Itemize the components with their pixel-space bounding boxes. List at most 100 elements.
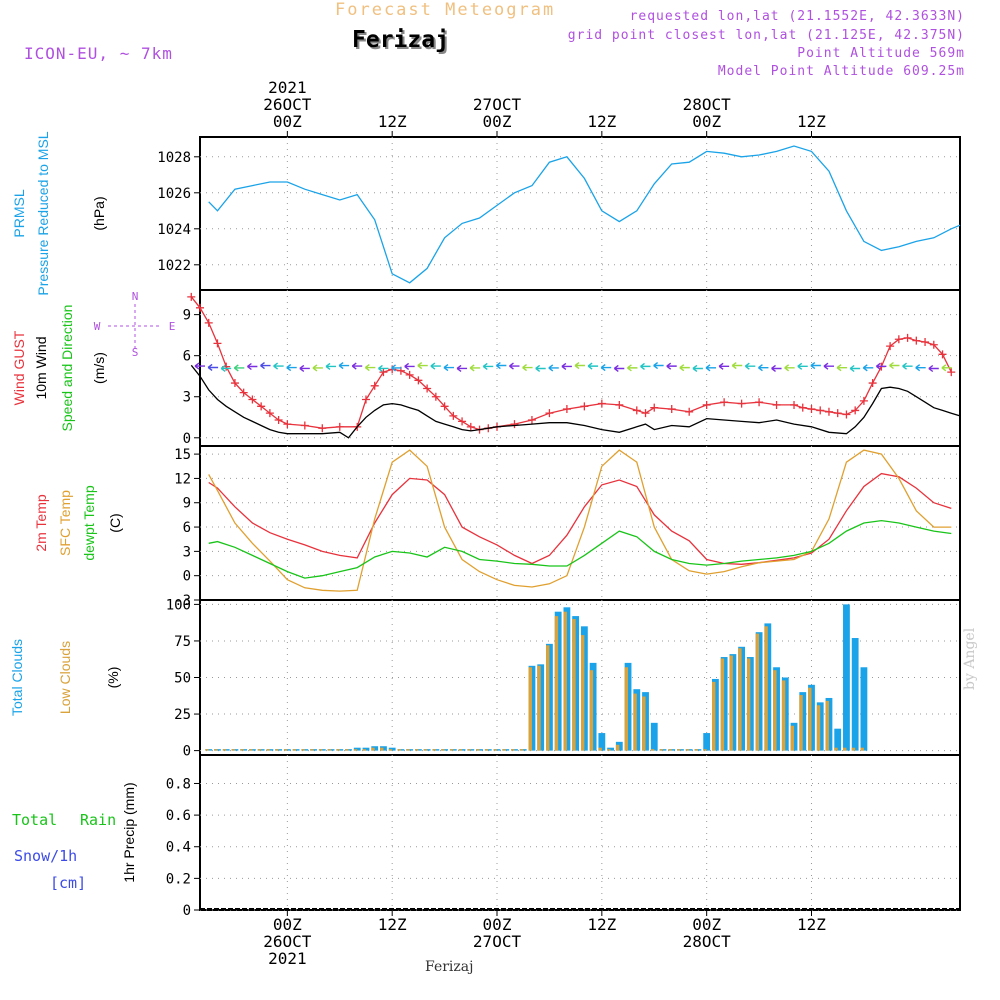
wind-direction-arrow bbox=[299, 364, 310, 373]
low-cloud-bar bbox=[414, 749, 419, 751]
total-cloud-bar bbox=[362, 747, 370, 751]
series-10m-wind bbox=[190, 364, 961, 439]
gust-point bbox=[405, 370, 414, 379]
wind-direction-arrow bbox=[810, 361, 821, 370]
low-cloud-bar bbox=[502, 749, 506, 751]
wind-direction-arrow bbox=[692, 364, 703, 373]
wind-direction-arrow bbox=[364, 363, 376, 372]
compass-s: S bbox=[132, 346, 139, 359]
wind-direction-arrow bbox=[325, 362, 337, 371]
wind-direction-arrow bbox=[653, 361, 664, 370]
time-label-top: 26OCT bbox=[263, 95, 312, 114]
time-label-top: 28OCT bbox=[683, 95, 732, 114]
low-cloud-bar bbox=[327, 749, 332, 751]
low-cloud-bar bbox=[834, 747, 838, 751]
gust-point bbox=[667, 405, 676, 414]
wind-direction-arrow bbox=[758, 364, 769, 372]
wind-direction-arrow bbox=[548, 364, 559, 372]
series-prmsl bbox=[208, 145, 961, 284]
wind-direction-arrow bbox=[784, 364, 795, 372]
gust-point bbox=[213, 339, 222, 348]
low-cloud-bar bbox=[257, 749, 262, 751]
gust-point bbox=[318, 424, 327, 433]
low-cloud-bar bbox=[283, 749, 288, 751]
low-cloud-bar bbox=[773, 670, 777, 751]
model-altitude: Model Point Altitude 609.25m bbox=[717, 64, 965, 79]
wind-direction-arrow bbox=[535, 364, 546, 373]
wind-direction-arrow bbox=[915, 364, 926, 372]
time-label-bottom: 00Z bbox=[483, 915, 512, 934]
gust-point bbox=[938, 350, 947, 359]
low-cloud-bar bbox=[843, 747, 847, 751]
precip-ytick-label: 0.2 bbox=[166, 871, 191, 887]
gust-point bbox=[947, 368, 956, 377]
wind-direction-arrow bbox=[443, 364, 454, 372]
low-cloud-bar bbox=[711, 681, 716, 751]
gust-point bbox=[388, 365, 397, 374]
low-cloud-bar bbox=[449, 749, 454, 751]
wind-direction-arrow bbox=[522, 364, 533, 372]
gust-point bbox=[807, 405, 816, 414]
pressure-ytick-label: 1028 bbox=[157, 150, 191, 166]
low-cloud-bar bbox=[659, 749, 663, 751]
gust-point bbox=[414, 376, 423, 385]
low-cloud-bar bbox=[668, 749, 672, 751]
low-cloud-bar bbox=[720, 658, 725, 751]
low-cloud-bar bbox=[755, 633, 760, 751]
low-cloud-bar bbox=[738, 648, 742, 751]
gust-point bbox=[912, 336, 921, 345]
point-altitude: Point Altitude 569m bbox=[797, 46, 965, 61]
low-cloud-bar bbox=[388, 749, 393, 751]
low-cloud-bar bbox=[825, 700, 829, 751]
wind-direction-arrow bbox=[928, 364, 939, 373]
gust-point bbox=[440, 402, 449, 411]
wind-direction-arrow bbox=[574, 361, 585, 370]
wind-direction-arrow bbox=[233, 364, 245, 372]
gust-point bbox=[204, 318, 213, 327]
low-cloud-bar bbox=[650, 749, 655, 751]
low-cloud-bar bbox=[598, 747, 602, 751]
low-cloud-bar bbox=[362, 749, 366, 751]
wind-direction-arrow bbox=[902, 362, 913, 370]
temperature-ylabel: SFC Temp bbox=[57, 490, 73, 556]
time-label-top: 12Z bbox=[587, 112, 616, 131]
gust-point bbox=[632, 406, 641, 415]
wind-ylabel: Speed and Direction bbox=[59, 305, 75, 432]
low-cloud-bar bbox=[249, 749, 253, 751]
wind-direction-arrow bbox=[849, 364, 861, 373]
wind-direction-arrow bbox=[941, 364, 952, 372]
wind-direction-arrow bbox=[823, 362, 834, 370]
temperature-ylabel: dewpt Temp bbox=[81, 485, 97, 560]
pressure-ytick-label: 1024 bbox=[157, 222, 191, 238]
low-cloud-bar bbox=[546, 645, 550, 751]
time-label-top: 27OCT bbox=[473, 95, 522, 114]
low-cloud-bar bbox=[371, 747, 375, 751]
low-cloud-bar bbox=[677, 749, 681, 751]
time-label-top: 12Z bbox=[797, 112, 826, 131]
time-label-bottom: 2021 bbox=[268, 949, 307, 968]
temperature-ylabel: (C) bbox=[107, 513, 123, 532]
low-cloud-bar bbox=[615, 744, 620, 751]
wind-direction-arrow bbox=[351, 362, 363, 370]
wind-direction-arrow bbox=[587, 362, 599, 370]
gust-point bbox=[274, 416, 283, 424]
gust-point bbox=[257, 402, 266, 411]
gust-point bbox=[859, 396, 868, 405]
wind-direction-arrow bbox=[744, 362, 756, 370]
low-cloud-bar bbox=[318, 749, 323, 751]
wind-ylabel: (m/s) bbox=[91, 352, 107, 384]
wind-direction-arrow bbox=[246, 362, 258, 371]
low-cloud-bar bbox=[301, 749, 305, 751]
low-cloud-bar bbox=[476, 749, 480, 751]
gust-point bbox=[824, 407, 833, 416]
wind-direction-arrow bbox=[194, 362, 205, 370]
gust-point bbox=[239, 388, 248, 397]
gust-point bbox=[248, 395, 257, 404]
low-cloud-bar bbox=[642, 696, 646, 751]
total-cloud-bar bbox=[222, 749, 230, 751]
legend-snow: Snow/1h bbox=[14, 847, 77, 865]
wind-direction-arrow bbox=[626, 364, 638, 372]
temperature-ylabel: 2m Temp bbox=[33, 494, 49, 552]
gridpoint-coords: grid point closest lon,lat (21.125E, 42.… bbox=[567, 28, 965, 43]
